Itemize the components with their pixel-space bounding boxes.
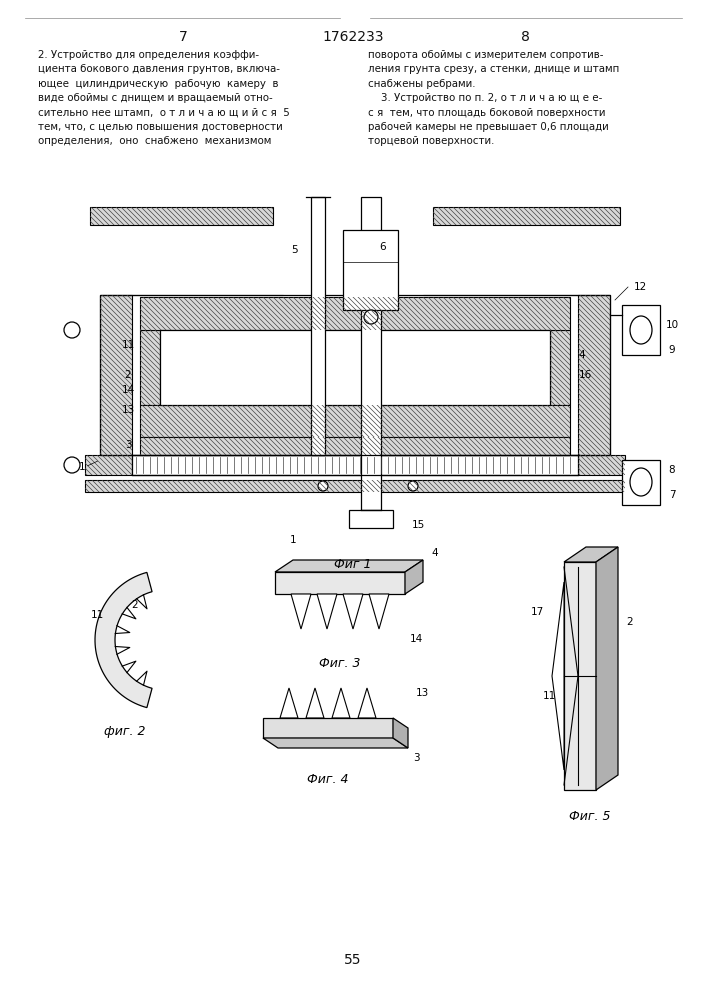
Polygon shape bbox=[263, 718, 393, 738]
Ellipse shape bbox=[630, 316, 652, 344]
Bar bbox=[343, 230, 398, 310]
Polygon shape bbox=[433, 207, 620, 225]
Text: 1: 1 bbox=[290, 535, 296, 545]
Polygon shape bbox=[393, 718, 408, 748]
Text: 7: 7 bbox=[179, 30, 187, 44]
Text: 8: 8 bbox=[669, 465, 675, 475]
Ellipse shape bbox=[630, 468, 652, 496]
Bar bbox=[160, 330, 550, 405]
Polygon shape bbox=[263, 738, 408, 748]
Circle shape bbox=[64, 457, 80, 473]
Polygon shape bbox=[306, 688, 324, 718]
Text: фиг. 2: фиг. 2 bbox=[104, 725, 146, 738]
Polygon shape bbox=[140, 330, 160, 405]
Polygon shape bbox=[85, 480, 625, 492]
Bar bbox=[100, 295, 610, 455]
Polygon shape bbox=[596, 547, 618, 790]
Text: 4: 4 bbox=[431, 548, 438, 558]
Text: 2: 2 bbox=[124, 370, 132, 380]
Text: 11: 11 bbox=[543, 691, 556, 701]
Text: 10: 10 bbox=[665, 320, 679, 330]
Polygon shape bbox=[332, 688, 350, 718]
Text: 11: 11 bbox=[90, 610, 104, 620]
Text: 2. Устройство для определения коэффи-
циента бокового давления грунтов, включа-
: 2. Устройство для определения коэффи- ци… bbox=[38, 50, 290, 146]
Polygon shape bbox=[275, 572, 405, 594]
Text: 2: 2 bbox=[626, 617, 633, 627]
Bar bbox=[361, 197, 381, 510]
Circle shape bbox=[318, 481, 328, 491]
Bar bbox=[622, 305, 660, 355]
Polygon shape bbox=[100, 295, 132, 455]
Polygon shape bbox=[405, 560, 423, 594]
Polygon shape bbox=[140, 405, 570, 437]
Text: 13: 13 bbox=[416, 688, 429, 698]
Text: Фиг. 3: Фиг. 3 bbox=[320, 657, 361, 670]
Polygon shape bbox=[358, 688, 376, 718]
Text: Фиг. 4: Фиг. 4 bbox=[308, 773, 349, 786]
Text: 15: 15 bbox=[411, 520, 425, 530]
Text: 17: 17 bbox=[531, 607, 544, 617]
Circle shape bbox=[364, 310, 378, 324]
Text: 8: 8 bbox=[520, 30, 530, 44]
Text: 1: 1 bbox=[78, 462, 86, 472]
Bar bbox=[349, 510, 393, 528]
Polygon shape bbox=[280, 688, 298, 718]
Text: 1762233: 1762233 bbox=[322, 30, 384, 44]
Polygon shape bbox=[564, 547, 618, 562]
Polygon shape bbox=[140, 437, 570, 455]
Polygon shape bbox=[90, 207, 273, 225]
Polygon shape bbox=[578, 295, 610, 455]
Polygon shape bbox=[578, 455, 625, 475]
Polygon shape bbox=[140, 297, 570, 330]
Text: 16: 16 bbox=[578, 370, 592, 380]
Polygon shape bbox=[343, 594, 363, 629]
Text: 4: 4 bbox=[579, 350, 585, 360]
Polygon shape bbox=[317, 594, 337, 629]
Circle shape bbox=[64, 322, 80, 338]
Polygon shape bbox=[564, 562, 596, 790]
Text: 6: 6 bbox=[380, 242, 386, 252]
Text: 9: 9 bbox=[669, 345, 675, 355]
Text: поворота обоймы с измерителем сопротив-
ления грунта срезу, а стенки, днище и шт: поворота обоймы с измерителем сопротив- … bbox=[368, 50, 619, 146]
Polygon shape bbox=[550, 330, 570, 405]
Polygon shape bbox=[369, 594, 389, 629]
Text: 3: 3 bbox=[124, 440, 132, 450]
Text: 55: 55 bbox=[344, 953, 362, 967]
Polygon shape bbox=[275, 560, 423, 572]
Bar bbox=[622, 460, 660, 505]
Text: Фиг 1: Фиг 1 bbox=[334, 558, 372, 571]
Text: 3: 3 bbox=[413, 753, 420, 763]
Text: 2: 2 bbox=[132, 600, 139, 610]
Text: 14: 14 bbox=[410, 634, 423, 644]
Text: 11: 11 bbox=[122, 340, 134, 350]
Text: 12: 12 bbox=[633, 282, 647, 292]
Polygon shape bbox=[291, 594, 311, 629]
Circle shape bbox=[408, 481, 418, 491]
Polygon shape bbox=[552, 582, 564, 770]
Polygon shape bbox=[95, 572, 152, 708]
Bar bbox=[311, 197, 325, 455]
Text: 13: 13 bbox=[122, 405, 134, 415]
Text: 7: 7 bbox=[669, 490, 675, 500]
Text: 14: 14 bbox=[122, 385, 134, 395]
Text: Фиг. 5: Фиг. 5 bbox=[569, 810, 611, 823]
Text: 5: 5 bbox=[292, 245, 298, 255]
Polygon shape bbox=[85, 455, 132, 475]
Bar bbox=[132, 455, 578, 475]
